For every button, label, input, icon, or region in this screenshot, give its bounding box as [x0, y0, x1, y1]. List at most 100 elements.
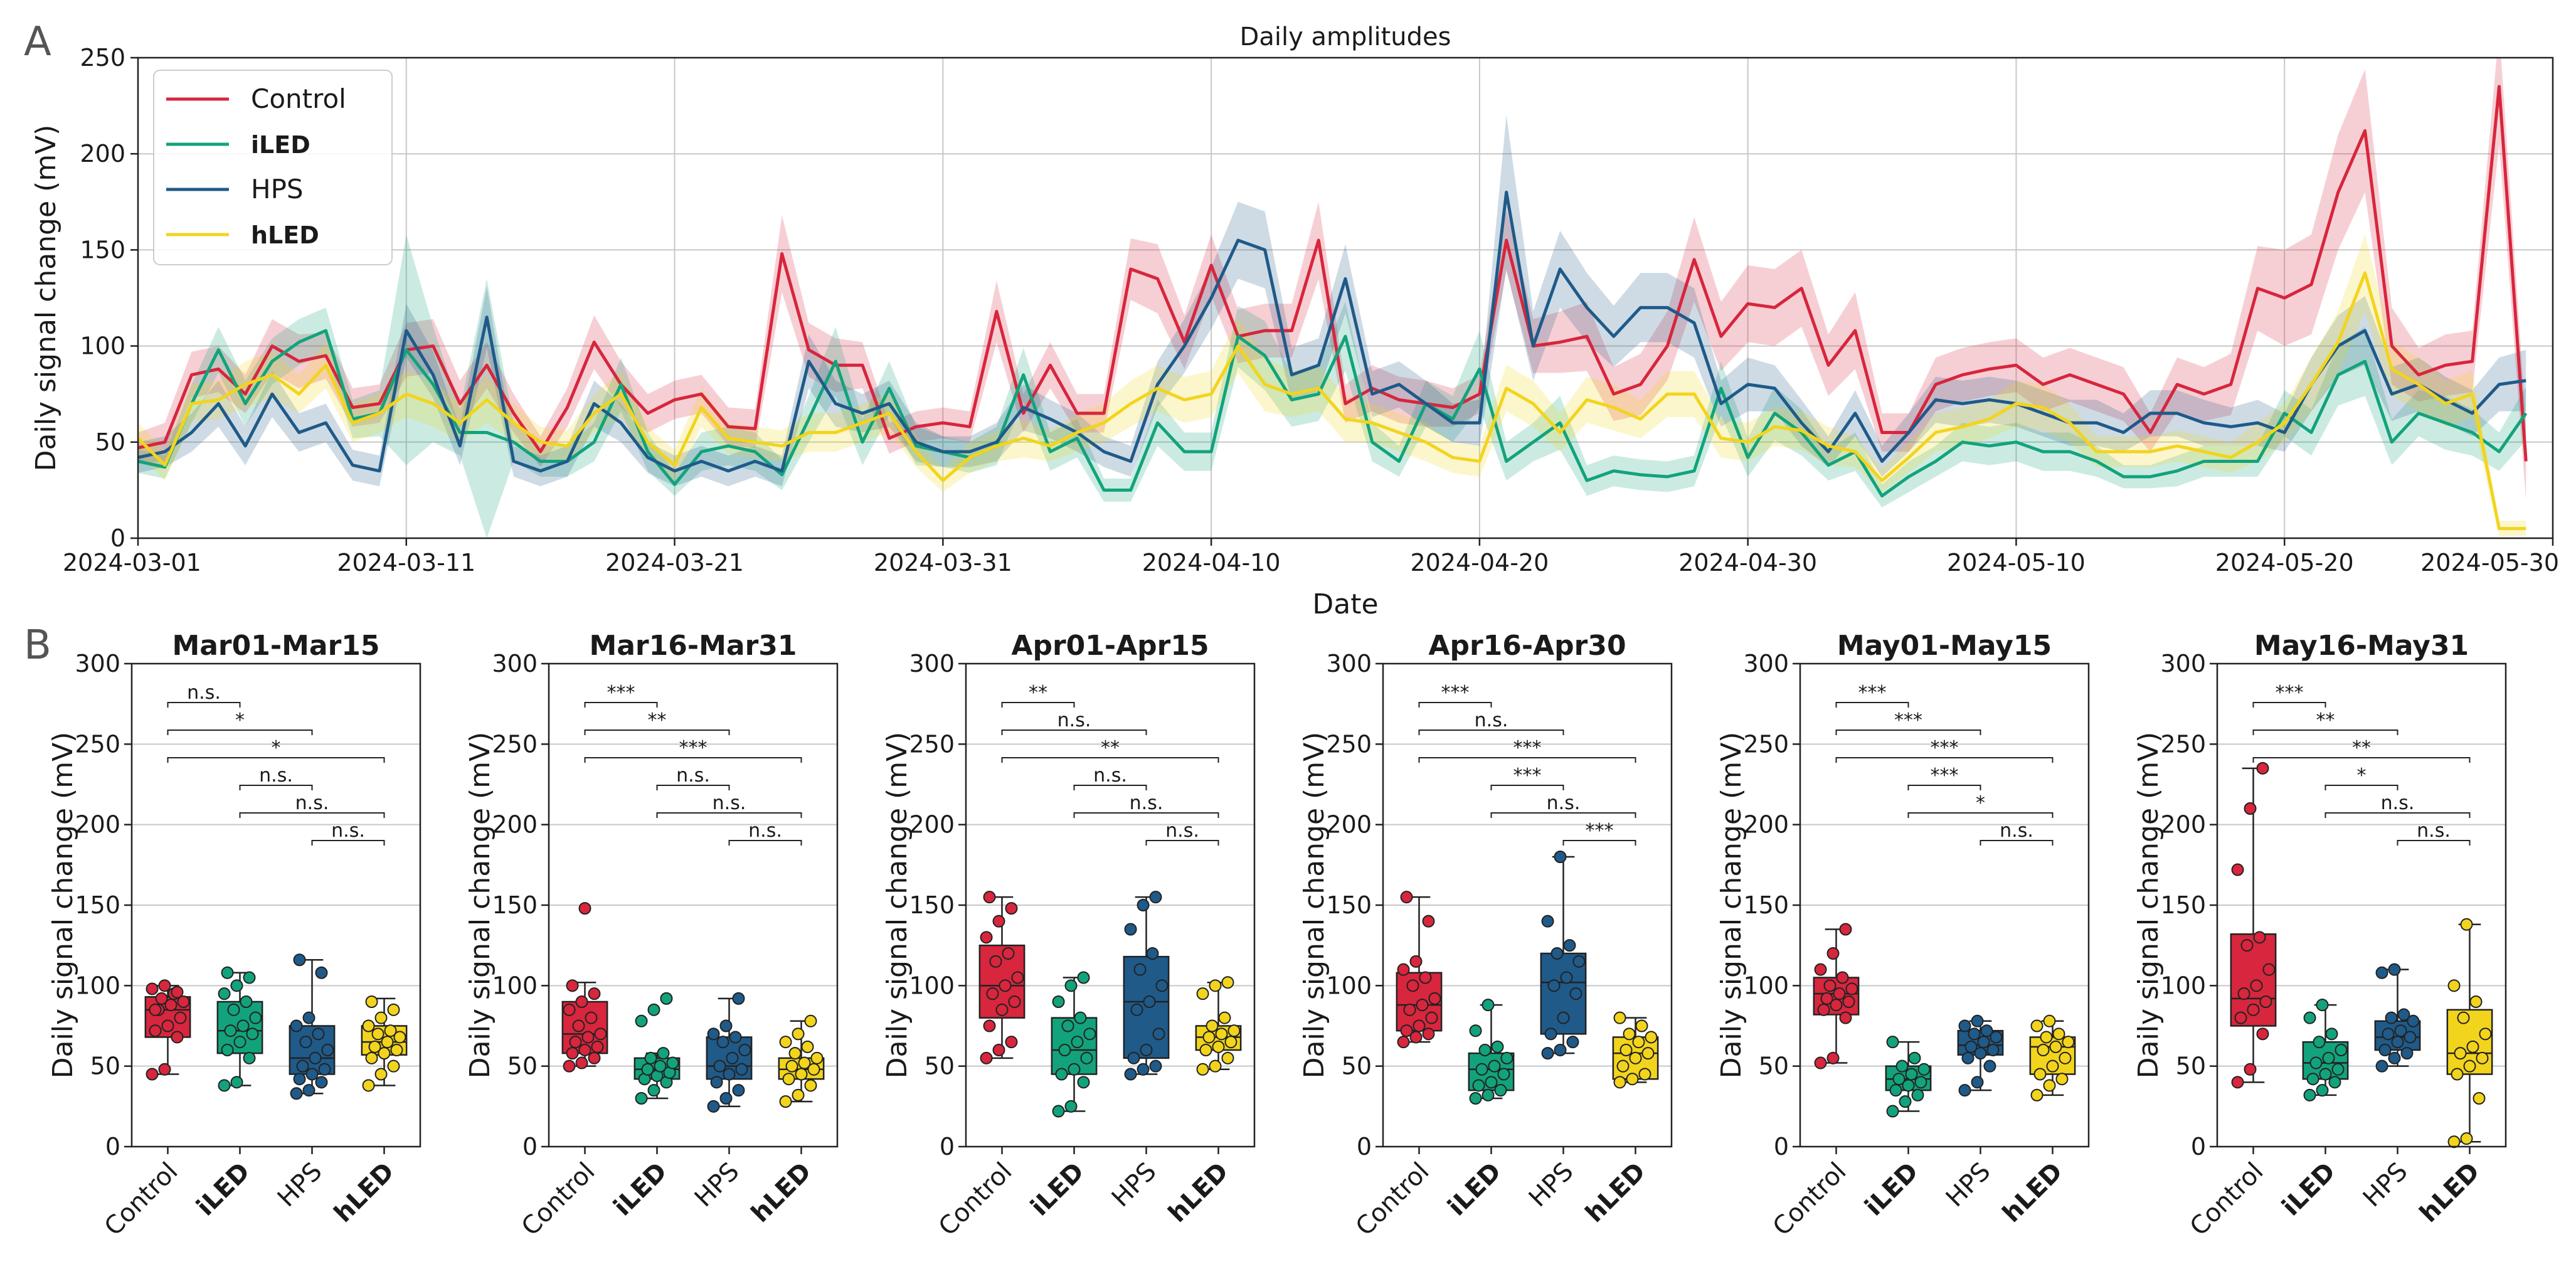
significance-label: *** — [1441, 682, 1470, 704]
data-point — [224, 1024, 237, 1037]
significance-label: n.s. — [187, 682, 221, 704]
data-point — [1839, 923, 1852, 936]
y-axis-label: Daily signal change (mV) — [1298, 732, 1330, 1079]
data-point — [321, 1044, 334, 1056]
data-point — [1623, 1027, 1636, 1041]
data-point — [2466, 1040, 2479, 1053]
plot-frame — [137, 56, 2554, 539]
y-tick-label: 300 — [1743, 650, 1789, 677]
data-point — [2043, 1014, 2056, 1027]
panel-title: Apr01-Apr15 — [1011, 630, 1209, 662]
data-point — [1215, 1027, 1228, 1041]
bracket-line — [239, 812, 385, 818]
data-point — [1052, 1105, 1065, 1118]
data-point — [2231, 863, 2244, 876]
data-point — [1826, 947, 1840, 960]
bracket-line — [656, 785, 730, 790]
data-point — [1964, 1040, 1978, 1053]
bracket-line — [239, 785, 313, 790]
category-label-hps: HPS — [1524, 1157, 1579, 1213]
data-point — [362, 1079, 375, 1092]
y-tick-label: 0 — [1774, 1133, 1789, 1160]
bracket-line — [1835, 702, 1909, 708]
significance-label: n.s. — [259, 765, 293, 787]
data-point — [374, 1068, 388, 1081]
data-point — [1971, 1014, 1984, 1027]
data-point — [1905, 1068, 1918, 1081]
data-point — [1569, 987, 1582, 1000]
bracket-line — [584, 702, 658, 708]
data-point — [738, 1044, 751, 1056]
data-point — [1494, 1084, 1507, 1097]
data-point — [302, 1011, 315, 1024]
data-point — [171, 1031, 184, 1044]
data-point — [1002, 947, 1015, 960]
data-point — [1833, 987, 1846, 1000]
data-point — [384, 1024, 397, 1037]
box-panel-mar01-mar15: 0 50 100 150 200 250 300 Control iLED HPS hLED Mar0… — [47, 630, 421, 1241]
significance-bracket: *** — [584, 737, 802, 763]
data-point — [578, 1044, 591, 1056]
line-chart-daily-amplitudes: 0 50 100 150 200 250 2024-03-01 2024-03-11 2024-… — [30, 23, 2559, 620]
data-point — [2030, 1088, 2043, 1101]
data-point — [1124, 1068, 1137, 1081]
band-iled — [138, 234, 2526, 538]
category-label-control: Control — [933, 1157, 1018, 1242]
data-point — [2244, 1063, 2257, 1076]
data-point — [2451, 1068, 2464, 1081]
significance-bracket: *** — [1418, 682, 1492, 708]
data-point — [368, 1040, 381, 1053]
data-point — [1817, 1003, 1830, 1016]
data-point — [1469, 1092, 1482, 1105]
data-point — [710, 1076, 723, 1089]
data-point — [1064, 1100, 1078, 1113]
data-point — [723, 1068, 736, 1081]
box-iled — [633, 992, 681, 1105]
box-control — [144, 979, 191, 1081]
data-point — [1064, 979, 1078, 992]
panel-label-b: B — [24, 622, 51, 669]
box-hled — [361, 995, 408, 1092]
data-point — [1491, 1040, 1504, 1053]
significance-bracket: *** — [584, 682, 658, 708]
data-point — [1836, 971, 1849, 984]
data-point — [788, 1047, 802, 1060]
significance-label: n.s. — [676, 765, 710, 787]
data-point — [1961, 1051, 1974, 1064]
data-point — [1124, 923, 1137, 936]
bracket-line — [2397, 840, 2471, 846]
data-point — [1397, 963, 1410, 976]
data-point — [221, 966, 234, 979]
significance-bracket: *** — [1835, 737, 2054, 763]
data-point — [635, 1092, 648, 1105]
y-tick-label: 0 — [940, 1133, 955, 1160]
data-point — [1397, 1036, 1410, 1049]
x-axis-label: Date — [1312, 588, 1378, 620]
significance-label: n.s. — [748, 820, 782, 842]
data-point — [1083, 1027, 1096, 1041]
data-point — [2256, 1027, 2269, 1041]
significance-bracket: * — [2324, 765, 2398, 790]
data-point — [1544, 1027, 1557, 1041]
data-point — [249, 1011, 262, 1024]
category-label-hps: HPS — [272, 1157, 328, 1213]
category-label-hps: HPS — [1941, 1157, 1996, 1213]
data-point — [719, 1019, 733, 1032]
category-label-hled: hLED — [329, 1157, 400, 1228]
data-point — [641, 1063, 654, 1076]
data-point — [1137, 899, 1150, 911]
bracket-line — [1073, 812, 1219, 818]
y-tick-label: 250 — [492, 730, 538, 758]
data-point — [2404, 1031, 2417, 1044]
y-tick-label: 50 — [2176, 1053, 2206, 1080]
data-point — [581, 1031, 595, 1044]
y-tick-label: 150 — [1743, 891, 1789, 919]
data-point — [779, 1036, 792, 1049]
y-axis-label: Daily signal change (mV) — [47, 732, 79, 1079]
data-point — [1826, 1051, 1840, 1064]
data-point — [230, 979, 243, 992]
y-tick-label: 100 — [909, 972, 955, 999]
y-tick-label: 300 — [2160, 650, 2206, 677]
box-hled — [2029, 1014, 2076, 1101]
data-point — [290, 1087, 303, 1100]
